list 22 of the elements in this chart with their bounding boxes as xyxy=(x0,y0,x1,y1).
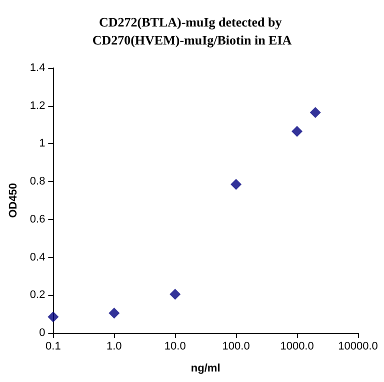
x-tick-label: 1.0 xyxy=(106,340,122,352)
y-tick-label: 0.8 xyxy=(30,176,46,188)
y-tick-label: 0.4 xyxy=(30,251,46,264)
y-tick-label: 1.4 xyxy=(30,62,46,74)
x-tick-label: 1000.0 xyxy=(280,340,314,352)
point xyxy=(230,178,242,190)
x-tick-label: 100.0 xyxy=(222,340,250,352)
y-tick-label: 0.2 xyxy=(30,289,46,302)
y-tick-label: 0.6 xyxy=(30,213,46,226)
y-tick-label: 1.2 xyxy=(30,100,46,112)
point xyxy=(292,126,303,137)
chart-title: CD272(BTLA)-muIg detected by CD270(HVEM)-muIg/Biotin in EIA xyxy=(92,14,292,48)
point xyxy=(108,308,120,319)
x-tick-label: 10000.0 xyxy=(338,340,378,352)
y-tick-label: 0 xyxy=(39,327,46,339)
x-tick-label: 10.0 xyxy=(164,340,186,352)
x-axis-title: ng/ml xyxy=(190,362,220,374)
x-tick-label: 0.1 xyxy=(46,340,61,352)
point xyxy=(48,311,59,322)
point xyxy=(170,288,181,300)
y-tick-label: 1 xyxy=(39,138,46,150)
y-axis-title: OD450 xyxy=(8,183,20,218)
